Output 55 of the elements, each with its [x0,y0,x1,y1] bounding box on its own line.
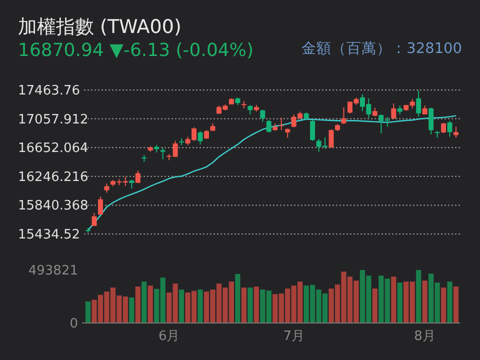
bar [129,297,134,323]
candlestick [260,109,266,122]
y-tick-label: 16246.216 [18,170,88,185]
bar [235,274,240,323]
candlestick [248,104,253,115]
candlestick [92,212,97,226]
bar [179,290,184,323]
y-tick-label: 16652.064 [18,141,88,156]
candlestick [204,130,210,140]
bar [85,301,91,323]
candlestick [328,128,334,148]
bar [248,288,253,323]
chart-title: 加權指數 (TWA00) [18,16,182,38]
candlestick [241,100,246,109]
candlestick [441,122,446,134]
bar [254,286,259,323]
x-tick-label: 8月 [414,329,436,344]
y-tick-label: 15840.368 [18,198,88,214]
bar [198,290,203,323]
candlestick [285,128,290,138]
candlestick [447,120,452,138]
bar [135,286,140,323]
bar [372,288,378,323]
candlestick [310,120,316,142]
x-tick-label: 6月 [158,329,180,344]
y-tick-label: 0 [70,316,78,332]
y-tick-label: 17463.76 [18,84,80,98]
candlestick [341,106,346,125]
bar [148,286,153,323]
bar [397,282,402,323]
bar [447,282,452,323]
text: 金額（百萬）：328100 [302,40,462,57]
candlestick [135,170,140,184]
bar [453,286,459,323]
candlestick [160,147,166,160]
candlestick [98,196,103,216]
bar [440,288,446,323]
candlestick [104,183,110,194]
bar [241,288,246,323]
candlestick [428,107,434,135]
y-tick-label: 15434.52 [18,228,80,242]
candlestick [391,102,396,120]
candlestick [266,120,272,133]
x-tick-label: 7月 [283,329,304,344]
bar [422,280,428,323]
bar [142,282,147,323]
y-tick-label: 17057.912 [18,112,88,128]
bar [391,276,396,323]
candlestick [198,130,203,145]
candlestick [278,117,284,131]
y-tick-label: 493821 [28,264,78,278]
candlestick [454,126,458,138]
chart-subtitle: 16870.94 ▼-6.13 (-0.04%) [18,40,254,61]
bar [416,270,422,323]
candlestick [416,90,422,118]
